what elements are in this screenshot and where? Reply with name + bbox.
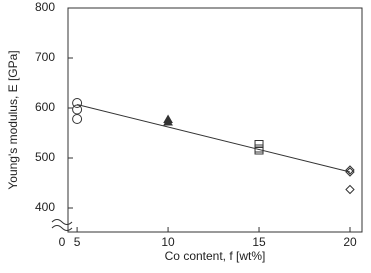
point xyxy=(72,104,83,115)
y-axis-label: Young's modulus, E [GPa] xyxy=(6,50,20,189)
point xyxy=(345,184,355,195)
plot-frame xyxy=(67,7,363,233)
axis-break xyxy=(51,219,73,231)
point xyxy=(345,165,355,175)
point xyxy=(72,114,83,124)
point xyxy=(72,98,83,108)
x-tick-label: 5 xyxy=(74,235,81,249)
x-axis-label: Co content, f [wt%] xyxy=(165,249,266,263)
x-tick-label: 15 xyxy=(252,235,266,249)
y-tick-label: 600 xyxy=(35,100,55,114)
x-break-label: 0 xyxy=(59,235,66,249)
point xyxy=(254,146,264,155)
point xyxy=(254,140,264,148)
y-tick-label: 700 xyxy=(35,50,55,64)
point xyxy=(163,116,173,126)
point xyxy=(345,167,355,177)
y-tick-label: 400 xyxy=(35,200,55,214)
x-tick-label: 10 xyxy=(161,235,175,249)
fit-line xyxy=(76,104,351,173)
x-tick-label: 20 xyxy=(343,235,357,249)
y-tick-label: 500 xyxy=(35,150,55,164)
y-tick-label: 800 xyxy=(35,0,55,14)
